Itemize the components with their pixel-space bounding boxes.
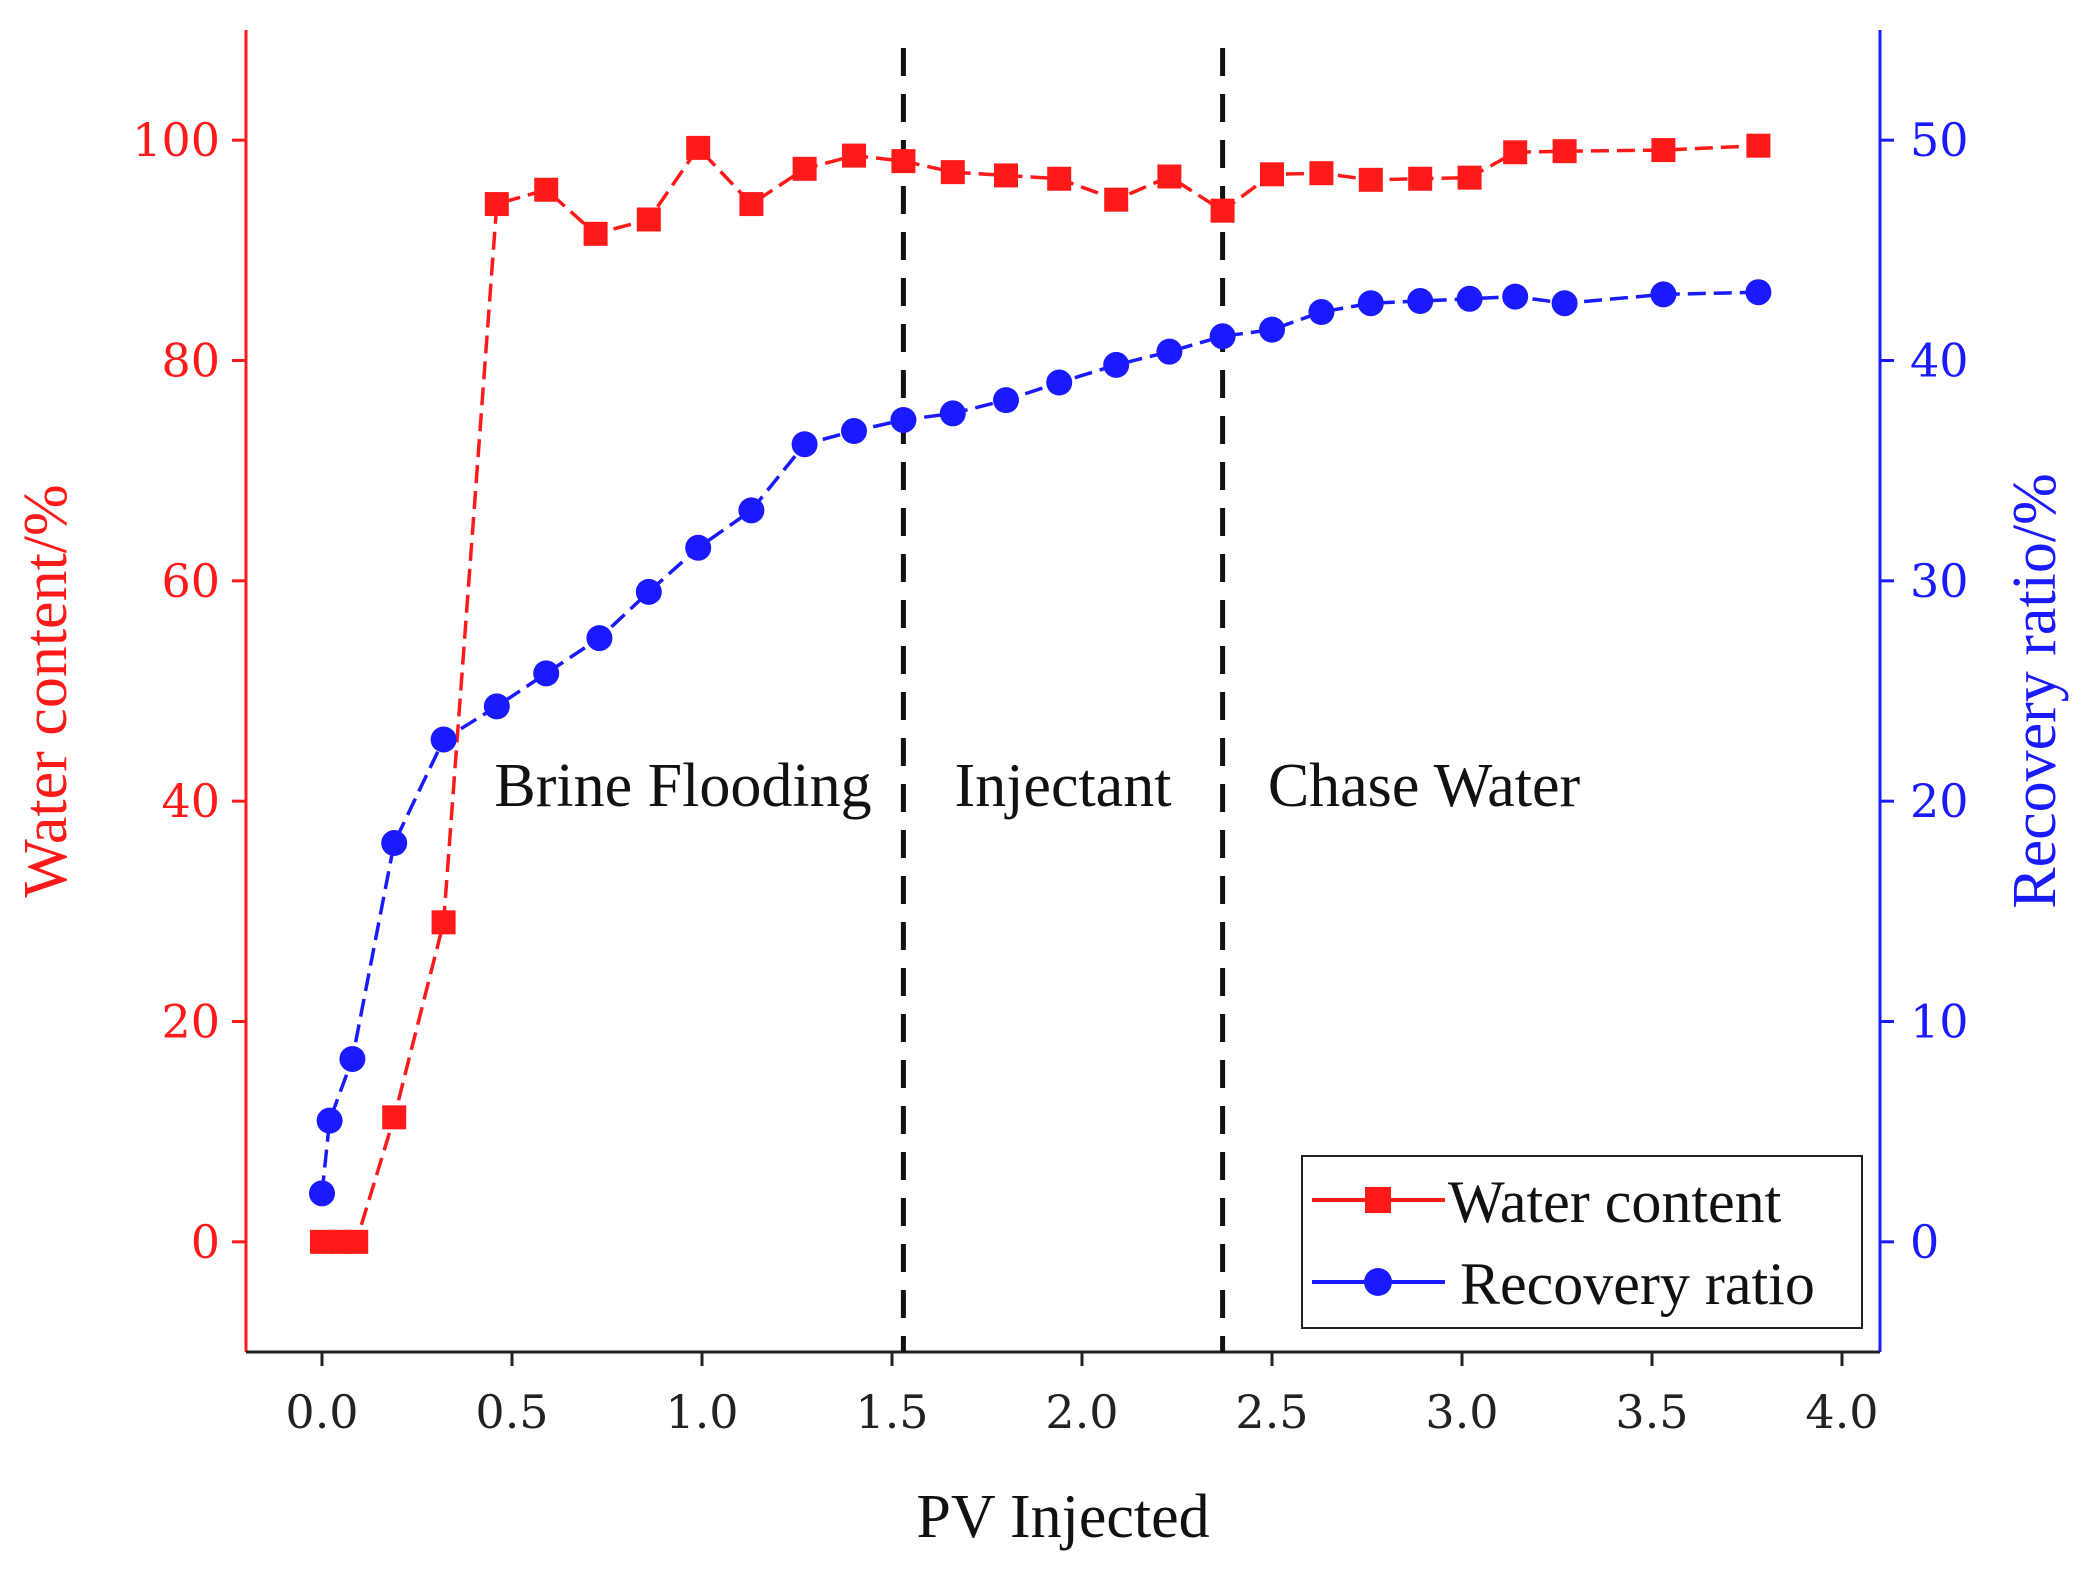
data-point	[842, 143, 866, 168]
data-point	[1456, 285, 1483, 312]
data-point	[1457, 165, 1482, 190]
x-tick-label: 1.5	[855, 1385, 928, 1439]
data-point	[344, 1229, 369, 1254]
data-point	[586, 625, 613, 652]
phase-labels: Brine Flooding Injectant Chase Water	[494, 752, 1580, 820]
data-point	[1407, 288, 1434, 315]
x-tick-label: 0.0	[285, 1385, 358, 1439]
data-point	[1157, 164, 1182, 189]
series-water-content	[310, 133, 1771, 1254]
data-point	[1209, 323, 1236, 350]
data-point	[483, 693, 510, 720]
left-y-tick-label: 20	[161, 995, 220, 1049]
data-point	[1503, 140, 1528, 165]
data-point	[309, 1180, 335, 1207]
data-point	[1357, 290, 1384, 317]
series-line	[320, 290, 1759, 1194]
series-line	[322, 143, 1759, 1244]
data-point	[430, 726, 457, 753]
legend-water-marker	[1365, 1187, 1391, 1213]
phase-label: Injectant	[955, 752, 1172, 820]
data-point	[993, 387, 1019, 414]
legend-water-label: Water content	[1448, 1169, 1782, 1235]
data-point	[686, 135, 711, 160]
data-point	[635, 578, 662, 605]
series-recovery-ratio	[309, 279, 1772, 1207]
legend-recovery-label: Recovery ratio	[1460, 1251, 1815, 1317]
right-y-tick-label: 20	[1910, 774, 1969, 828]
data-point	[339, 1045, 366, 1072]
data-point	[1309, 161, 1334, 186]
x-axis-ticks: 0.0 0.5 1.0 1.5 2.0 2.5 3.0 3.5 4.0	[285, 1352, 1879, 1439]
data-point	[1308, 299, 1335, 326]
right-y-axis-title: Recovery ratio/%	[2001, 473, 2069, 909]
right-y-tick-label: 50	[1910, 113, 1969, 167]
data-point	[636, 207, 661, 232]
left-y-tick-label: 100	[132, 113, 220, 167]
x-tick-label: 4.0	[1805, 1385, 1878, 1439]
phase-label: Chase Water	[1268, 752, 1581, 820]
data-point	[1103, 351, 1130, 378]
right-y-axis-ticks: 0 10 20 30 40 50	[1880, 113, 1969, 1269]
data-point	[940, 160, 965, 185]
data-point	[939, 400, 966, 427]
data-point	[685, 534, 712, 561]
data-point	[534, 177, 559, 202]
data-point	[1260, 162, 1284, 187]
data-point	[1651, 138, 1676, 163]
left-y-tick-label: 80	[161, 334, 220, 388]
x-tick-label: 2.0	[1045, 1385, 1118, 1439]
right-y-tick-label: 0	[1910, 1215, 1939, 1269]
data-point	[792, 156, 817, 181]
data-point	[1551, 290, 1578, 317]
phase-dividers	[900, 48, 1226, 1352]
data-point	[1408, 166, 1433, 191]
data-point	[1104, 187, 1129, 212]
x-tick-label: 3.5	[1615, 1385, 1688, 1439]
legend-recovery-marker	[1364, 1268, 1392, 1296]
left-y-axis-ticks: 0 20 40 60 80 100	[132, 113, 246, 1269]
data-point	[739, 192, 764, 217]
data-point	[1746, 133, 1771, 158]
data-point	[316, 1107, 343, 1134]
data-point	[738, 497, 765, 524]
data-point	[1745, 279, 1772, 306]
x-tick-label: 1.0	[665, 1385, 738, 1439]
legend: Water content Recovery ratio	[1301, 1155, 1863, 1329]
data-point	[1552, 139, 1577, 164]
data-point	[841, 418, 867, 445]
x-tick-label: 0.5	[475, 1385, 548, 1439]
data-point	[583, 221, 608, 246]
legend-box	[1301, 1155, 1863, 1329]
data-point	[891, 149, 916, 174]
right-y-tick-label: 30	[1910, 554, 1969, 608]
data-point	[1046, 369, 1073, 396]
left-y-tick-label: 60	[161, 554, 220, 608]
data-point	[791, 431, 818, 458]
x-axis-title: PV Injected	[916, 1483, 1209, 1551]
x-tick-label: 3.0	[1425, 1385, 1498, 1439]
data-point	[1210, 198, 1235, 223]
phase-label: Brine Flooding	[494, 752, 871, 820]
data-point	[484, 192, 509, 217]
left-y-axis-title: Water content/%	[12, 484, 80, 897]
data-point	[1358, 167, 1383, 192]
data-point	[381, 830, 408, 857]
data-point	[1047, 166, 1072, 191]
left-y-tick-label: 40	[161, 774, 220, 828]
data-point	[1156, 338, 1183, 365]
data-point	[431, 910, 456, 935]
right-y-tick-label: 10	[1910, 995, 1969, 1049]
left-y-tick-label: 0	[191, 1215, 220, 1269]
data-point	[890, 406, 917, 433]
data-point	[1650, 281, 1677, 308]
x-tick-label: 2.5	[1235, 1385, 1308, 1439]
data-point	[1259, 316, 1285, 343]
data-point	[533, 660, 560, 687]
right-y-tick-label: 40	[1910, 334, 1969, 388]
data-point	[1502, 283, 1529, 310]
data-point	[382, 1105, 407, 1130]
data-point	[994, 163, 1018, 188]
